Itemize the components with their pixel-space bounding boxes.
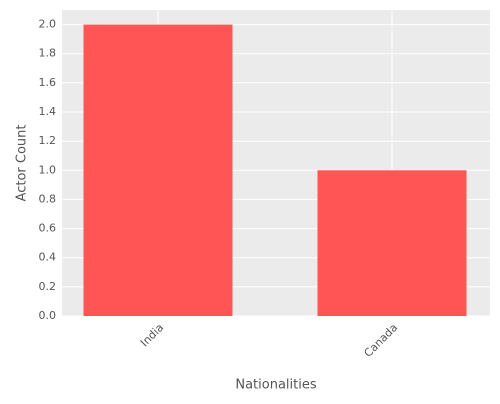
y-tick-label: 2.0 [39, 18, 57, 31]
x-tick-label: India [138, 321, 166, 349]
y-tick-label: 0.8 [39, 192, 57, 205]
y-tick-label: 1.8 [39, 47, 57, 60]
y-tick-label: 1.2 [39, 134, 57, 147]
y-tick-label: 0.4 [39, 251, 57, 264]
x-tick-label: Canada [361, 321, 400, 360]
y-tick-label: 0.0 [39, 309, 57, 322]
y-tick-label: 0.6 [39, 222, 57, 235]
x-axis-title: Nationalities [235, 378, 316, 393]
y-tick-label: 1.4 [39, 105, 57, 118]
y-tick-label: 0.2 [39, 280, 57, 293]
bar [317, 170, 467, 316]
y-tick-label: 1.0 [39, 163, 57, 176]
bar [83, 24, 233, 316]
y-tick-label: 1.6 [39, 76, 57, 89]
y-axis-title: Actor Count [15, 125, 30, 202]
